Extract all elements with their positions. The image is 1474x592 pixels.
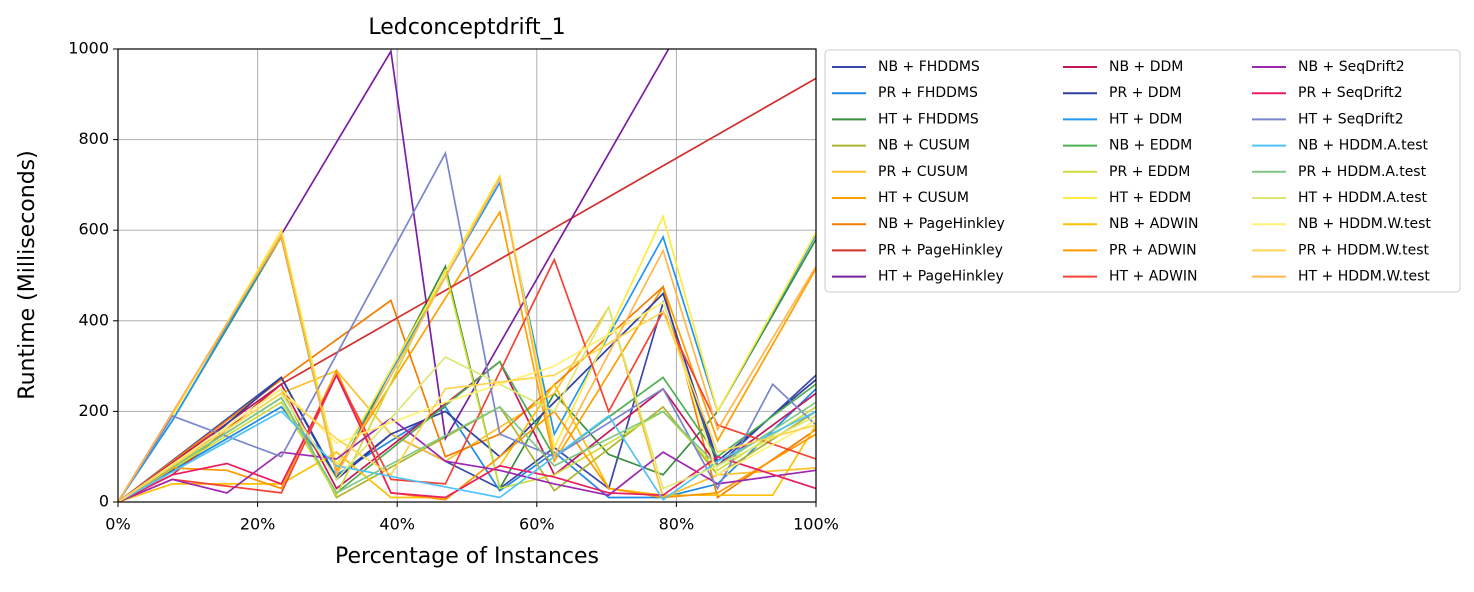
series-line (118, 175, 816, 502)
x-tick-label: 100% (793, 515, 839, 534)
series-line (118, 417, 816, 502)
legend-label: HT + EDDM (1109, 190, 1191, 206)
legend-label: NB + FHDDMS (878, 59, 980, 75)
x-tick-label: 40% (379, 515, 415, 534)
legend-label: HT + CUSUM (878, 190, 969, 206)
y-tick-label: 1000 (68, 39, 109, 58)
legend-label: NB + HDDM.A.test (1298, 138, 1429, 154)
legend-label: PR + HDDM.W.test (1298, 242, 1430, 258)
legend-label: HT + PageHinkley (878, 269, 1004, 285)
y-tick-label: 0 (99, 492, 109, 511)
y-tick-label: 200 (78, 401, 109, 420)
legend-label: NB + PageHinkley (878, 216, 1005, 232)
y-axis-label: Runtime (Milliseconds) (15, 150, 40, 399)
legend-label: PR + CUSUM (878, 164, 968, 180)
legend-label: PR + HDDM.A.test (1298, 164, 1427, 180)
legend-label: NB + ADWIN (1109, 216, 1199, 232)
series-line (118, 396, 816, 502)
legend-label: PR + EDDM (1109, 164, 1190, 180)
legend-label: PR + FHDDMS (878, 85, 978, 101)
x-tick-label: 60% (519, 515, 555, 534)
legend-label: NB + EDDM (1109, 138, 1192, 154)
legend-label: PR + SeqDrift2 (1298, 85, 1403, 101)
series-line (118, 268, 816, 502)
series-line (118, 368, 816, 502)
legend-label: NB + SeqDrift2 (1298, 59, 1405, 75)
y-tick-label: 400 (78, 310, 109, 329)
x-tick-label: 0% (105, 515, 130, 534)
series-line (118, 180, 816, 502)
plot-frame (117, 48, 817, 503)
chart-title: Ledconceptdrift_1 (368, 15, 565, 40)
legend-label: PR + DDM (1109, 85, 1181, 101)
legend-label: PR + ADWIN (1109, 242, 1197, 258)
legend-label: NB + HDDM.W.test (1298, 216, 1431, 232)
legend-label: NB + DDM (1109, 59, 1183, 75)
series-line (118, 373, 816, 502)
series-line (118, 292, 816, 502)
series-line (118, 301, 816, 502)
series-line (118, 150, 816, 502)
series-line (118, 304, 816, 502)
legend-label: NB + CUSUM (878, 138, 970, 154)
legend-label: HT + FHDDMS (878, 111, 979, 127)
series-line (118, 305, 816, 502)
legend-label: HT + HDDM.A.test (1298, 190, 1428, 206)
legend-label: HT + SeqDrift2 (1298, 111, 1404, 127)
legend-label: HT + ADWIN (1109, 269, 1198, 285)
series-line (118, 257, 816, 502)
x-tick-label: 80% (659, 515, 695, 534)
legend-label: HT + DDM (1109, 111, 1182, 127)
legend-box (824, 49, 1461, 293)
legend-label: PR + PageHinkley (878, 242, 1003, 258)
y-tick-label: 800 (78, 129, 109, 148)
x-tick-label: 20% (240, 515, 276, 534)
y-tick-label: 600 (78, 220, 109, 239)
x-axis-label: Percentage of Instances (335, 544, 599, 569)
series-line (118, 310, 816, 502)
legend-label: HT + HDDM.W.test (1298, 269, 1430, 285)
